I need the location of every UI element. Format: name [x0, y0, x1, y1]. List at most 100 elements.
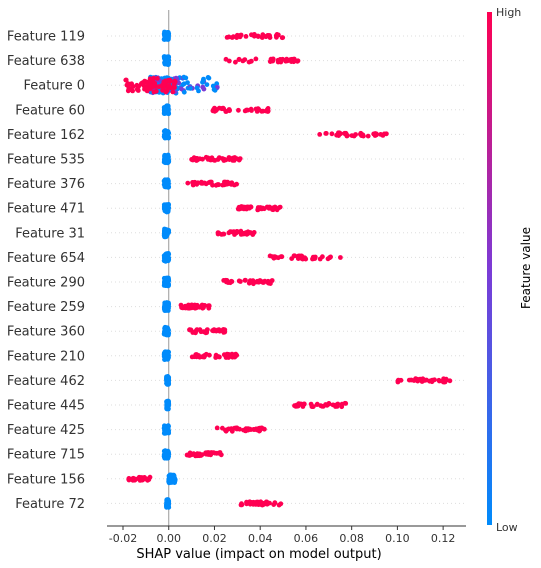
data-point-low: [162, 157, 168, 163]
data-point-high: [248, 427, 254, 432]
data-point-high: [436, 377, 442, 383]
data-point-high: [303, 256, 309, 262]
data-point-high: [206, 305, 212, 311]
feature-label: Feature 156: [7, 472, 85, 487]
data-point-low: [164, 135, 170, 141]
data-point-low: [171, 474, 177, 479]
data-point-high: [398, 377, 404, 383]
data-point-high: [217, 105, 222, 111]
data-point-high: [247, 205, 252, 211]
data-point-high: [189, 157, 195, 162]
x-tick-label: 0.06: [294, 532, 319, 545]
data-point-high: [139, 81, 144, 86]
feature-label: Feature 445: [7, 399, 85, 414]
data-point-high: [301, 401, 307, 407]
data-point-high: [207, 179, 213, 185]
data-point-high: [170, 89, 176, 95]
x-tick-label: 0.12: [431, 532, 456, 545]
data-point-high: [242, 231, 248, 237]
data-point-low: [162, 430, 168, 436]
data-point-high: [227, 157, 232, 163]
data-point-high: [218, 452, 224, 458]
data-point-high: [234, 181, 240, 187]
data-point-high: [201, 354, 207, 360]
data-point-high: [380, 133, 386, 138]
data-point-low: [181, 89, 187, 95]
data-point-high: [343, 401, 349, 406]
data-point-high: [237, 156, 243, 162]
data-point-low: [178, 86, 184, 92]
data-point-high: [261, 33, 267, 39]
data-point-low: [166, 159, 172, 164]
data-point-high: [291, 253, 297, 259]
data-point-high: [223, 355, 229, 360]
data-point-high: [312, 256, 318, 261]
data-point-high: [222, 179, 227, 185]
data-point-low: [164, 232, 170, 237]
data-point-high: [264, 107, 270, 112]
data-point-low: [163, 181, 169, 187]
data-point-high: [221, 231, 227, 237]
data-point-high: [253, 56, 259, 62]
x-tick-label: -0.02: [109, 532, 137, 545]
data-point-low: [196, 88, 201, 94]
data-point-low: [210, 83, 216, 89]
data-point-high: [226, 426, 232, 432]
data-point-high: [166, 83, 172, 88]
data-point-high: [440, 378, 445, 384]
feature-label: Feature 471: [7, 202, 85, 217]
data-point-low: [165, 155, 171, 160]
data-point-high: [130, 88, 136, 94]
data-point-low: [165, 454, 171, 460]
data-point-high: [270, 58, 276, 64]
data-point-high: [224, 278, 230, 283]
data-point-high: [266, 205, 272, 211]
data-point-high: [183, 303, 188, 309]
data-point-low: [171, 478, 177, 484]
data-point-high: [323, 131, 329, 136]
data-point-high: [249, 32, 254, 38]
data-point-high: [221, 158, 227, 163]
data-point-high: [199, 452, 205, 457]
data-point-high: [142, 86, 147, 92]
x-tick-label: 0.04: [248, 532, 273, 545]
colorbar: High Low Feature value: [487, 6, 533, 534]
data-point-high: [217, 328, 223, 334]
data-point-high: [144, 477, 150, 482]
data-point-high: [279, 254, 285, 260]
data-point-high: [255, 33, 261, 39]
data-point-low: [204, 82, 210, 87]
data-point-low: [188, 86, 193, 91]
data-point-high: [211, 328, 217, 334]
data-point-high: [258, 205, 263, 210]
data-point-high: [272, 204, 278, 210]
data-point-high: [187, 305, 193, 311]
data-point-high: [194, 156, 200, 161]
feature-label: Feature 259: [7, 300, 85, 315]
data-point-high: [336, 133, 341, 139]
data-point-low: [166, 278, 171, 284]
data-point-high: [259, 502, 264, 508]
data-point-high: [242, 108, 248, 114]
data-point-high: [314, 401, 320, 407]
data-point-high: [272, 500, 278, 506]
data-point-high: [160, 87, 166, 93]
data-point-high: [257, 278, 263, 283]
data-point-high: [359, 133, 364, 139]
data-point-high: [135, 88, 141, 93]
feature-label: Feature 376: [7, 177, 85, 192]
data-point-high: [227, 181, 233, 187]
colorbar-low-label: Low: [496, 521, 518, 534]
data-point-high: [151, 89, 157, 95]
data-point-high: [275, 255, 281, 261]
data-point-high: [233, 59, 238, 65]
data-point-high: [248, 59, 254, 64]
data-point-low: [163, 327, 169, 333]
data-point-high: [201, 329, 207, 334]
data-point-high: [144, 79, 149, 85]
data-point-high: [243, 277, 248, 283]
data-point-high: [193, 453, 199, 458]
data-point-high: [329, 131, 335, 137]
data-point-high: [261, 279, 266, 284]
